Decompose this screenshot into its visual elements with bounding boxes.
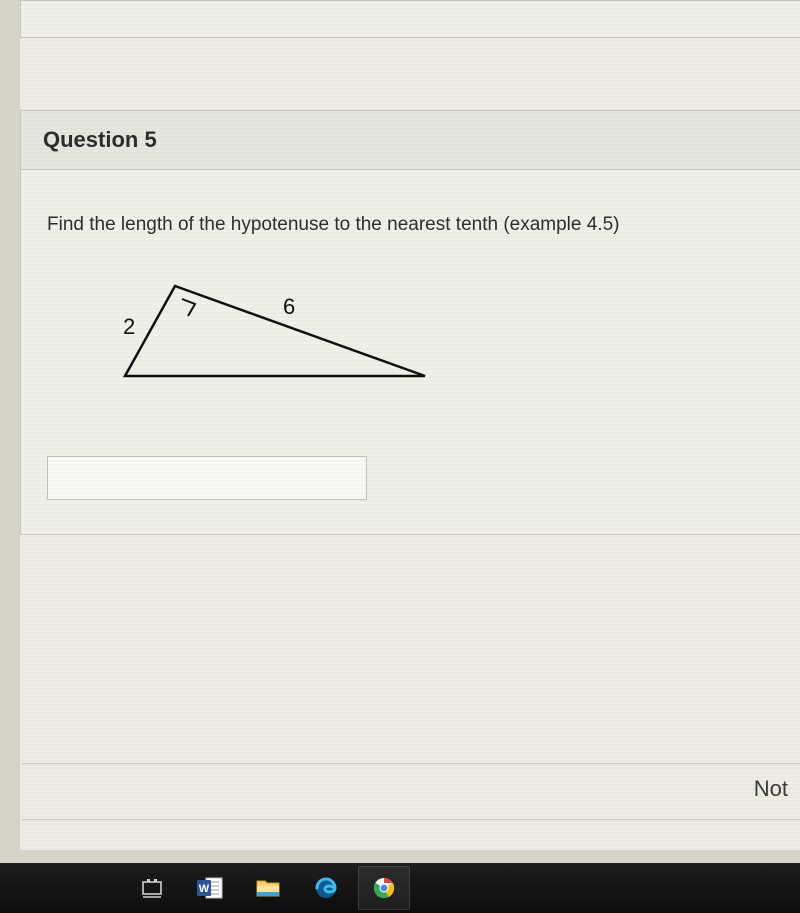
question-header: Question 5 xyxy=(21,111,800,170)
answer-row xyxy=(47,456,774,500)
question-body: Find the length of the hypotenuse to the… xyxy=(21,170,800,534)
file-explorer-icon xyxy=(256,878,280,898)
previous-card-edge xyxy=(20,0,800,38)
taskbar-word[interactable]: W xyxy=(184,866,236,910)
svg-text:W: W xyxy=(199,883,210,895)
task-view-icon xyxy=(141,877,163,899)
edge-icon xyxy=(314,876,338,900)
taskbar-file-explorer[interactable] xyxy=(242,866,294,910)
taskbar-edge[interactable] xyxy=(300,866,352,910)
status-not-text: Not xyxy=(754,776,788,801)
taskbar-chrome[interactable] xyxy=(358,866,410,910)
chrome-icon xyxy=(372,876,396,900)
taskbar-task-view[interactable] xyxy=(126,866,178,910)
leg-label-a: 2 xyxy=(123,314,135,340)
divider xyxy=(22,819,800,820)
triangle-figure: 2 6 xyxy=(105,276,465,396)
divider xyxy=(22,763,800,764)
question-card: Question 5 Find the length of the hypote… xyxy=(20,110,800,535)
status-row: Not xyxy=(20,776,800,802)
question-prompt: Find the length of the hypotenuse to the… xyxy=(47,214,774,236)
question-header-text: Question 5 xyxy=(43,127,157,152)
taskbar: W xyxy=(0,863,800,913)
word-icon: W xyxy=(197,877,223,899)
leg-label-b: 6 xyxy=(283,294,295,320)
content-surface: Question 5 Find the length of the hypote… xyxy=(20,0,800,850)
page-root: Question 5 Find the length of the hypote… xyxy=(0,0,800,913)
answer-input[interactable] xyxy=(47,456,367,500)
